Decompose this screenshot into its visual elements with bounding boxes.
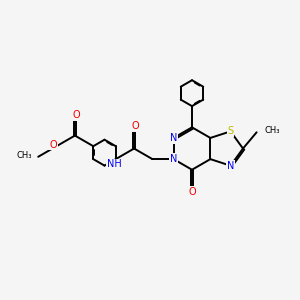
Text: CH₃: CH₃ [16,151,32,160]
Text: NH: NH [107,159,122,170]
Text: N: N [227,161,234,171]
Text: O: O [49,140,57,150]
Text: O: O [73,110,80,120]
Text: CH₃: CH₃ [265,126,280,135]
Text: N: N [170,154,177,164]
Text: O: O [132,121,140,131]
Text: N: N [170,133,177,143]
Text: O: O [188,187,196,197]
Text: S: S [227,126,234,136]
